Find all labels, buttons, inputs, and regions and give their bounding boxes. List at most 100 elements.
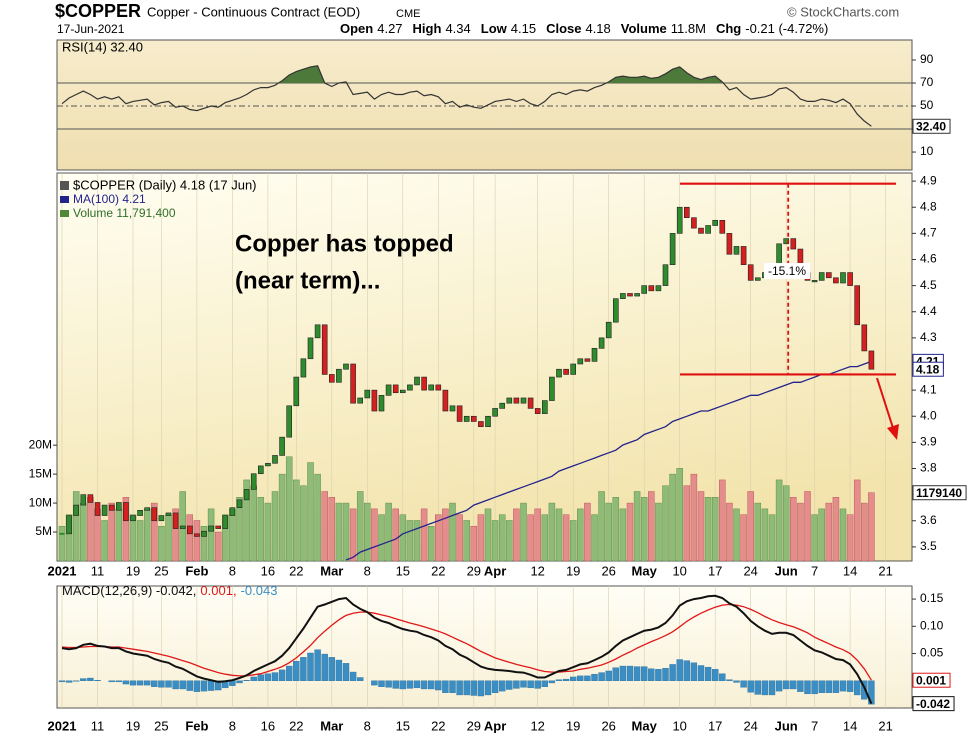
volume-bar <box>704 497 712 561</box>
histogram-bar <box>328 657 335 681</box>
histogram-bar <box>342 663 350 681</box>
candle <box>151 507 158 522</box>
volume-bar <box>832 497 840 561</box>
source: © StockCharts.com <box>787 4 899 19</box>
volume-bar <box>406 520 414 561</box>
candle <box>286 405 293 438</box>
histogram-bar <box>349 671 357 681</box>
volume-bar <box>612 497 620 561</box>
volume-bar <box>790 497 797 561</box>
candle <box>80 494 87 506</box>
candle <box>392 384 399 394</box>
candle <box>165 512 172 516</box>
volume-bar <box>719 479 726 561</box>
x-tick-label: 15 <box>396 718 410 733</box>
value-badge: 1179140 <box>912 485 967 501</box>
volume-bar <box>207 508 215 561</box>
volume-bar <box>65 514 73 561</box>
x-tick-label: 25 <box>154 718 168 733</box>
histogram-bar <box>357 677 364 681</box>
histogram-bar <box>399 680 406 690</box>
x-tick-label: 7 <box>811 718 818 733</box>
candle <box>506 397 513 404</box>
candle <box>825 272 832 279</box>
volume-bar <box>229 508 236 561</box>
histogram-bar <box>143 680 151 686</box>
histogram-bar <box>704 666 712 681</box>
histogram-bar <box>690 662 698 681</box>
histogram-bar <box>669 664 676 681</box>
y-tick-label: 0.10 <box>920 618 944 632</box>
candle <box>492 408 498 417</box>
volume-bar <box>669 473 676 561</box>
histogram-bar <box>825 680 832 693</box>
macd-legend: MACD(12,26,9) -0.042, 0.001, -0.043 <box>62 583 277 598</box>
quote-label: Close <box>546 21 581 36</box>
y-tick-label: 3.6 <box>920 513 937 527</box>
candle <box>854 285 861 326</box>
volume-bar <box>399 514 407 561</box>
volume-bar <box>626 502 634 561</box>
change-label: -15.1% <box>768 264 806 278</box>
histogram-bar <box>541 680 548 687</box>
x-tick-label: 26 <box>601 718 615 733</box>
candle <box>556 368 562 378</box>
histogram-bar <box>854 680 861 696</box>
candle <box>478 421 484 428</box>
volume-bar <box>293 479 300 561</box>
volume-bar <box>285 456 293 561</box>
volume-bar <box>151 502 158 561</box>
x-tick-label: 7 <box>811 563 818 578</box>
volume-bar <box>484 508 492 561</box>
candle <box>513 397 520 404</box>
candle <box>293 376 300 407</box>
volume-bar <box>711 497 719 561</box>
histogram-bar <box>513 680 520 689</box>
candle <box>669 233 676 266</box>
volume-bar <box>371 508 378 561</box>
x-tick-label: 14 <box>843 563 857 578</box>
histogram-bar <box>534 680 541 689</box>
candle <box>108 504 115 511</box>
quote-label: Chg <box>716 21 741 36</box>
x-tick-label: Jun <box>775 718 798 733</box>
histogram-bar <box>811 680 818 695</box>
candle <box>428 384 435 391</box>
histogram-bar <box>271 672 279 681</box>
candle <box>712 219 719 226</box>
badge-box <box>912 696 955 712</box>
x-tick-label: 16 <box>261 718 275 733</box>
x-tick-label: 19 <box>126 718 140 733</box>
volume-tick-label: 15M <box>29 466 52 480</box>
quote-value: 11.8M <box>671 21 706 36</box>
y-tick-label: 90 <box>920 52 934 66</box>
histogram-bar <box>605 670 612 681</box>
x-tick-label: Feb <box>185 563 208 578</box>
candle <box>620 293 626 299</box>
candle <box>563 368 569 375</box>
volume-bar <box>804 491 811 561</box>
candle <box>591 348 598 362</box>
quote-label: Volume <box>621 21 667 36</box>
volume-bar <box>506 520 513 561</box>
candle <box>691 217 697 229</box>
candle <box>272 455 278 464</box>
volume-bar <box>449 502 456 561</box>
histogram-bar <box>832 680 840 693</box>
y-tick-label: 4.0 <box>920 408 937 422</box>
candle <box>499 402 506 409</box>
histogram-bar <box>655 669 662 681</box>
histogram-bar <box>94 680 101 681</box>
x-tick-label: 8 <box>364 563 371 578</box>
volume-bar <box>548 502 556 561</box>
volume-bar <box>328 497 336 561</box>
candle <box>648 285 655 292</box>
x-tick-label: 17 <box>708 563 722 578</box>
volume-bar <box>136 520 144 561</box>
volume-bar <box>768 514 776 561</box>
volume-bar <box>186 514 194 561</box>
candle <box>740 246 747 266</box>
candle <box>279 436 285 456</box>
y-tick-label: 4.9 <box>920 173 937 187</box>
candle <box>385 384 392 396</box>
